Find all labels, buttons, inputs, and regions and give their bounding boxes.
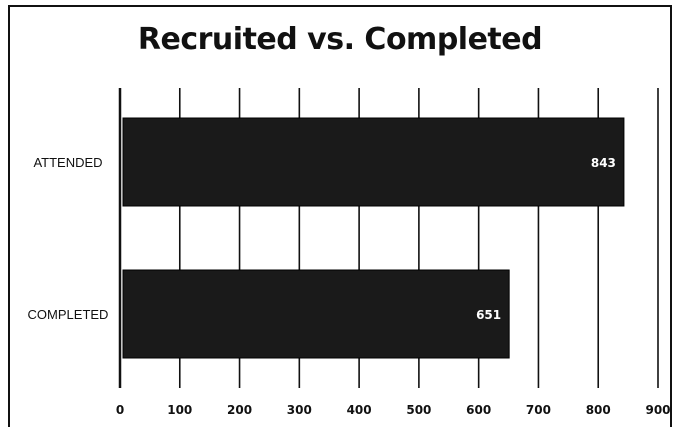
bar-completed <box>122 269 510 359</box>
data-label-completed: 651 <box>476 308 501 322</box>
x-tick-label-700: 700 <box>526 403 551 417</box>
x-tick-labels: 0 100 200 300 400 500 600 700 800 900 <box>116 403 671 417</box>
x-tick-label-0: 0 <box>116 403 124 417</box>
x-tick-label-900: 900 <box>645 403 670 417</box>
data-labels: 843 651 <box>476 156 616 322</box>
category-label-attended: ATTENDED <box>33 155 102 170</box>
bars <box>122 117 625 359</box>
chart-title: Recruited vs. Completed <box>137 22 543 57</box>
x-tick-label-400: 400 <box>347 403 372 417</box>
data-label-attended: 843 <box>591 156 616 170</box>
bar-attended <box>122 117 625 207</box>
category-labels: ATTENDED COMPLETED <box>28 155 109 322</box>
x-tick-label-800: 800 <box>586 403 611 417</box>
x-tick-label-300: 300 <box>287 403 312 417</box>
x-tick-label-100: 100 <box>167 403 192 417</box>
x-tick-label-200: 200 <box>227 403 252 417</box>
x-tick-label-500: 500 <box>406 403 431 417</box>
category-label-completed: COMPLETED <box>28 307 109 322</box>
x-tick-label-600: 600 <box>466 403 491 417</box>
